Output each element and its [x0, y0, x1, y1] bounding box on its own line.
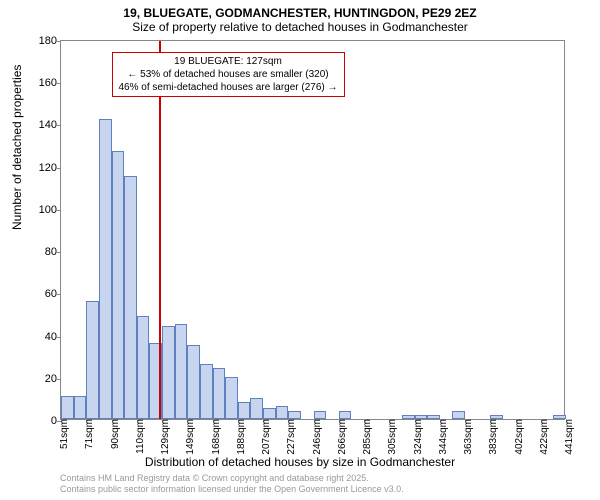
histogram-bar [263, 408, 276, 419]
histogram-bar [74, 396, 87, 419]
annotation-line: ← 53% of detached houses are smaller (32… [119, 68, 338, 81]
histogram-bar [288, 411, 301, 419]
y-tick-mark [57, 379, 61, 380]
y-tick-mark [57, 210, 61, 211]
histogram-bar [137, 316, 150, 419]
histogram-bar [452, 411, 465, 419]
x-tick-label: 266sqm [337, 419, 348, 455]
y-tick-mark [57, 337, 61, 338]
chart-plot-area: 02040608010012014016018051sqm71sqm90sqm1… [60, 40, 565, 420]
x-tick-label: 344sqm [438, 419, 449, 455]
y-tick-mark [57, 41, 61, 42]
y-tick-mark [57, 168, 61, 169]
y-axis-label: Number of detached properties [10, 65, 24, 230]
chart-title: 19, BLUEGATE, GODMANCHESTER, HUNTINGDON,… [0, 0, 600, 20]
histogram-bar [200, 364, 213, 419]
annotation-box: 19 BLUEGATE: 127sqm← 53% of detached hou… [112, 52, 345, 97]
histogram-bar [250, 398, 263, 419]
x-tick-label: 246sqm [312, 419, 323, 455]
histogram-bar [276, 406, 289, 419]
x-tick-label: 422sqm [539, 419, 550, 455]
x-tick-label: 285sqm [362, 419, 373, 455]
histogram-bar [213, 368, 226, 419]
histogram-bar [238, 402, 251, 419]
x-axis-label: Distribution of detached houses by size … [0, 455, 600, 469]
x-tick-label: 188sqm [236, 419, 247, 455]
y-tick-mark [57, 252, 61, 253]
x-tick-label: 305sqm [387, 419, 398, 455]
histogram-bar [187, 345, 200, 419]
x-tick-label: 129sqm [160, 419, 171, 455]
footer-line-1: Contains HM Land Registry data © Crown c… [60, 473, 404, 485]
histogram-bar [225, 377, 238, 419]
y-tick-mark [57, 125, 61, 126]
annotation-line: 46% of semi-detached houses are larger (… [119, 81, 338, 94]
chart-subtitle: Size of property relative to detached ho… [0, 20, 600, 36]
x-tick-label: 207sqm [261, 419, 272, 455]
x-tick-label: 227sqm [286, 419, 297, 455]
x-tick-label: 402sqm [514, 419, 525, 455]
histogram-bar [314, 411, 327, 419]
chart-footer: Contains HM Land Registry data © Crown c… [60, 473, 404, 496]
histogram-bar [99, 119, 112, 419]
annotation-line: 19 BLUEGATE: 127sqm [119, 55, 338, 68]
x-tick-label: 110sqm [135, 419, 146, 454]
histogram-bar [112, 151, 125, 419]
x-tick-label: 441sqm [564, 419, 575, 455]
histogram-bar [175, 324, 188, 419]
x-tick-label: 363sqm [463, 419, 474, 455]
x-tick-label: 383sqm [488, 419, 499, 455]
footer-line-2: Contains public sector information licen… [60, 484, 404, 496]
histogram-bar [61, 396, 74, 419]
histogram-bar [124, 176, 137, 419]
x-tick-label: 324sqm [413, 419, 424, 455]
reference-line [159, 41, 161, 419]
x-tick-label: 90sqm [110, 419, 121, 449]
y-tick-mark [57, 83, 61, 84]
x-tick-label: 168sqm [211, 419, 222, 455]
histogram-bar [339, 411, 352, 419]
histogram-bar [162, 326, 175, 419]
y-tick-mark [57, 294, 61, 295]
x-tick-label: 149sqm [185, 419, 196, 455]
x-tick-label: 51sqm [59, 419, 70, 449]
x-tick-label: 71sqm [84, 419, 95, 449]
histogram-bar [86, 301, 99, 419]
